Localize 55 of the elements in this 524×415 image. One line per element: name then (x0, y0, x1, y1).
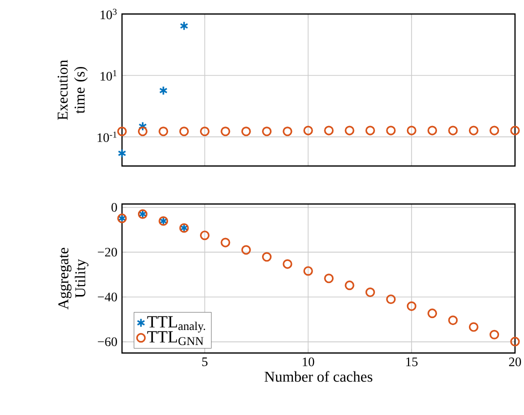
point (220, 126, 230, 136)
y-axis-title: Aggregate Utility (58, 248, 88, 310)
point (262, 126, 272, 136)
point (138, 122, 147, 132)
point (365, 287, 376, 298)
point (448, 316, 458, 326)
y-tick-label: 10$^{3}$ (100, 8, 117, 20)
y-tick-label: −20 (98, 248, 117, 257)
point (179, 126, 189, 136)
point (468, 126, 478, 136)
point (282, 259, 292, 269)
point (427, 308, 438, 318)
point (324, 126, 334, 136)
point (241, 126, 251, 136)
x-tick-label: 20 (509, 358, 521, 366)
point (510, 126, 520, 136)
legend-label: TTL$_{GNN}$ (147, 331, 204, 346)
y-tick-label: −40 (98, 292, 117, 302)
point (159, 86, 168, 96)
point (180, 21, 188, 31)
point (490, 126, 500, 136)
point (448, 126, 458, 136)
point (344, 280, 354, 290)
x-axis-title: Number of caches (264, 371, 372, 382)
point (427, 126, 438, 136)
point (365, 126, 376, 136)
point (241, 245, 251, 255)
point (282, 126, 292, 136)
point (117, 126, 127, 136)
point (262, 252, 272, 262)
point (510, 336, 520, 346)
point (324, 274, 334, 284)
y-tick-label: 10$^{-1}$ (98, 132, 116, 142)
point (220, 238, 230, 248)
y-tick-label: 10$^{1}$ (100, 70, 116, 81)
point (303, 266, 313, 276)
x-tick-label: 15 (406, 358, 418, 366)
point (468, 322, 478, 332)
x-tick-label: 5 (202, 358, 208, 366)
y-tick-label: −60 (98, 337, 117, 346)
point (406, 301, 416, 311)
point (118, 148, 126, 158)
point (158, 126, 168, 136)
point (386, 294, 396, 304)
point (303, 126, 313, 136)
point (490, 330, 500, 340)
x-tick-label: 10 (302, 358, 314, 366)
point (344, 126, 354, 136)
point (138, 126, 148, 136)
point (200, 126, 210, 136)
y-tick-label: 0 (112, 202, 117, 212)
point (200, 230, 210, 240)
y-axis-title: Execution time (s) (58, 60, 88, 120)
point (406, 126, 416, 136)
point (386, 126, 396, 136)
